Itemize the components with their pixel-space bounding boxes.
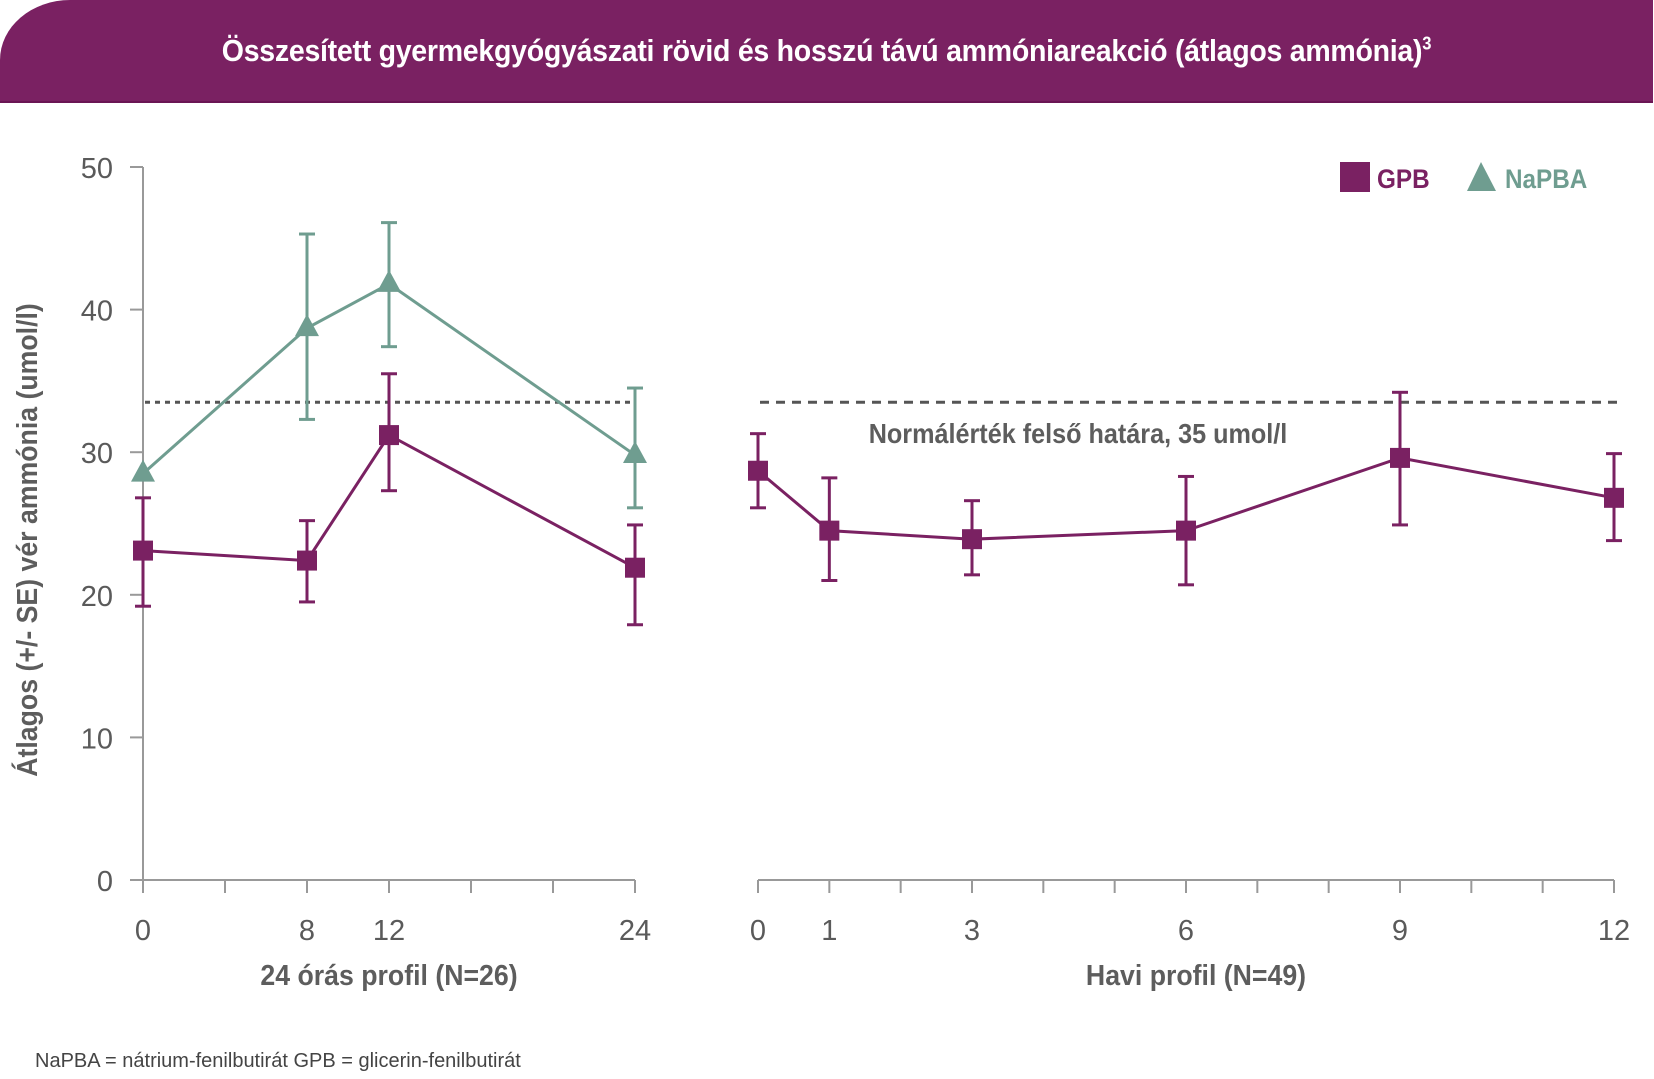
data-point-square bbox=[1390, 447, 1410, 468]
y-tick-label: 10 bbox=[81, 723, 113, 755]
chart-title: Összesített gyermekgyógyászati rövid és … bbox=[66, 33, 1587, 69]
x-tick-label: 12 bbox=[1598, 915, 1630, 947]
footnote: NaPBA = nátrium-fenilbutirát GPB = glice… bbox=[35, 1050, 521, 1072]
series-gpb bbox=[748, 390, 1624, 587]
data-point-square bbox=[297, 550, 317, 571]
x-tick-label: 8 bbox=[299, 915, 315, 947]
data-point-triangle bbox=[295, 314, 319, 337]
y-axis-title: Átlagos (+/- SE) vér ammónia (umol/l) bbox=[11, 303, 43, 777]
y-tick-label: 20 bbox=[81, 581, 113, 613]
legend-label-napba: NaPBA bbox=[1505, 165, 1587, 194]
legend-square-icon bbox=[1340, 162, 1370, 192]
series-line bbox=[142, 433, 636, 570]
x-tick-label: 24 bbox=[619, 915, 651, 947]
x-tick-label: 0 bbox=[750, 915, 766, 947]
reference-line-label: Normálérték felső határa, 35 umol/l bbox=[869, 418, 1288, 450]
legend-triangle-icon bbox=[1467, 162, 1496, 191]
chart-title-reference: 3 bbox=[1422, 33, 1432, 54]
series-napba bbox=[131, 221, 647, 510]
data-point-square bbox=[962, 529, 982, 550]
chart-title-text: Összesített gyermekgyógyászati rövid és … bbox=[221, 33, 1423, 68]
series-line bbox=[757, 456, 1615, 541]
x-tick-label: 9 bbox=[1392, 915, 1408, 947]
data-point-square bbox=[379, 425, 399, 446]
title-banner: Összesített gyermekgyógyászati rövid és … bbox=[0, 0, 1653, 103]
data-point-square bbox=[819, 520, 840, 541]
data-point-square bbox=[748, 460, 768, 481]
panel-1: 0 8 12 24 24 órás profil (N=26) bbox=[130, 221, 651, 991]
x-tick-label: 1 bbox=[821, 915, 837, 947]
x-tick-label: 12 bbox=[373, 915, 405, 947]
data-point-square bbox=[1604, 487, 1624, 508]
legend: GPB NaPBA bbox=[1340, 162, 1587, 194]
data-point-triangle bbox=[623, 441, 647, 464]
series-line bbox=[142, 282, 636, 475]
x-axis-title: Havi profil (N=49) bbox=[1086, 959, 1306, 991]
series-gpb bbox=[133, 372, 645, 627]
data-point-triangle bbox=[377, 269, 401, 292]
panel-2: 0 1 3 6 9 12 Havi profil (N=49) Normálérték fel… bbox=[748, 390, 1630, 991]
x-tick-label: 0 bbox=[135, 915, 151, 947]
x-axis-title: 24 órás profil (N=26) bbox=[260, 959, 517, 991]
data-point-triangle bbox=[131, 459, 155, 482]
data-point-square bbox=[133, 540, 153, 561]
data-point-square bbox=[625, 557, 645, 578]
y-tick-label: 0 bbox=[97, 866, 113, 898]
y-tick-label: 50 bbox=[81, 153, 113, 185]
data-point-square bbox=[1176, 520, 1196, 541]
x-tick-label: 6 bbox=[1178, 915, 1194, 947]
x-tick-label: 3 bbox=[964, 915, 980, 947]
y-tick-label: 30 bbox=[81, 438, 113, 470]
legend-label-gpb: GPB bbox=[1377, 165, 1430, 194]
y-tick-label: 40 bbox=[81, 296, 113, 328]
